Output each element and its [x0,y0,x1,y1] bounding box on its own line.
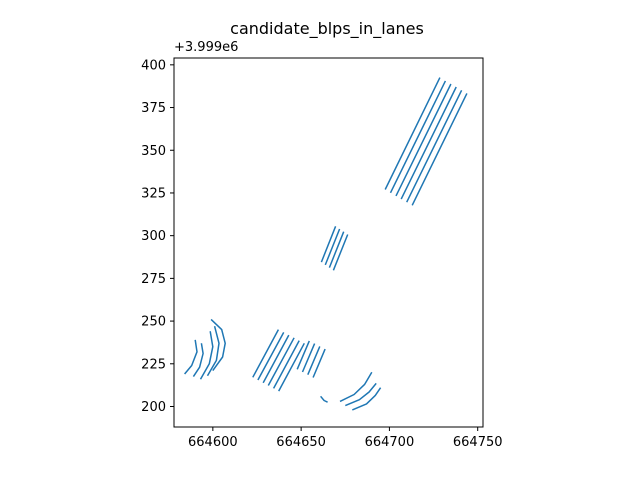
lane-line-13 [267,337,295,386]
lane-line-0 [384,77,441,190]
lane-line-27 [345,382,377,407]
y-tick-label-2: 250 [141,315,166,330]
lane-line-10 [252,329,280,378]
chart-title: candidate_blps_in_lanes [230,19,424,39]
lane-line-9 [332,234,349,271]
lane-line-22 [199,331,214,380]
lane-line-14 [272,340,300,389]
lane-line-8 [328,231,345,268]
y-offset-label: +3.999e6 [174,40,238,55]
lane-line-20 [184,339,198,375]
lane-line-4 [406,89,463,203]
y-tick-label-8: 400 [141,58,166,73]
lane-line-28 [352,387,382,411]
y-tick-label-1: 225 [141,357,166,372]
lane-line-25 [320,395,328,403]
lane-line-17 [301,343,316,373]
plot-frame [173,57,484,428]
lane-line-1 [389,80,447,194]
lane-line-23 [206,326,220,377]
y-tick-label-5: 325 [141,186,166,201]
x-tick-label-0: 664600 [188,435,238,450]
x-tick-label-1: 664650 [276,435,326,450]
lane-line-5 [411,93,468,206]
lane-line-2 [395,83,452,197]
lane-line-26 [339,371,373,403]
y-tick-label-7: 375 [141,101,166,116]
lane-line-11 [257,332,285,381]
lane-line-19 [312,348,326,378]
lane-line-6 [320,226,337,263]
lane-line-21 [192,343,204,378]
lane-line-3 [400,86,457,200]
y-tick-label-4: 300 [141,229,166,244]
x-tick-label-3: 664750 [453,435,503,450]
lane-line-7 [324,228,341,266]
y-tick-label-0: 200 [141,400,166,415]
lane-line-18 [307,346,321,375]
series-layer [184,77,468,411]
axis-layer: 664600 664650 664700 664750 200 225 250 275 300 3… [141,58,502,450]
lane-line-15 [278,342,305,392]
y-tick-label-3: 275 [141,272,166,287]
lane-line-24 [210,318,226,372]
x-tick-label-2: 664700 [365,435,415,450]
lane-line-12 [262,334,290,384]
y-tick-label-6: 350 [141,144,166,159]
lane-line-16 [296,340,310,370]
